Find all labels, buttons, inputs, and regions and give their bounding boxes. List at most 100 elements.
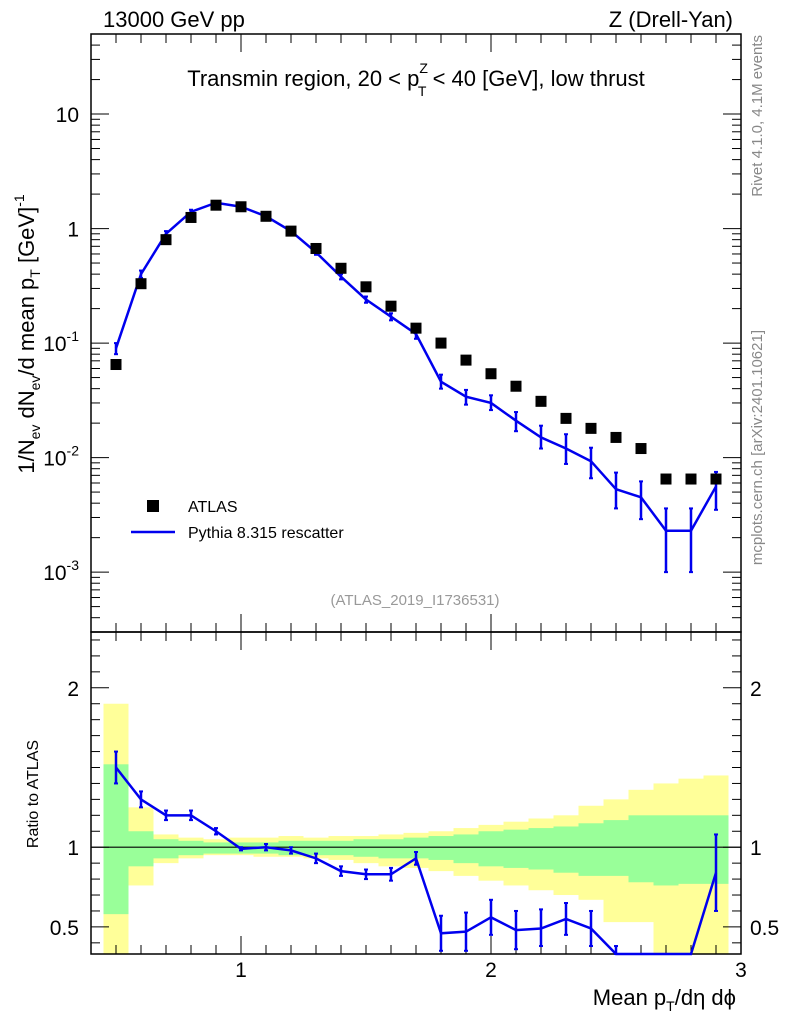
header-right: Z (Drell-Yan) bbox=[609, 7, 733, 32]
ratio-band-green bbox=[428, 836, 454, 860]
data-point bbox=[160, 234, 172, 246]
x-axis-label: Mean pT/dη dϕ bbox=[593, 985, 736, 1014]
legend-marker-atlas bbox=[147, 500, 159, 512]
mc-line bbox=[114, 201, 718, 532]
data-point bbox=[660, 473, 672, 485]
title-suffix: < 40 [GeV], low thrust bbox=[426, 66, 644, 91]
y-tick-exponent: -2 bbox=[67, 443, 80, 459]
ylabel-sub: T bbox=[27, 269, 43, 278]
ratio-tick-label-right: 2 bbox=[750, 678, 762, 701]
mcplots-credit-label: mcplots.cern.ch [arXiv:2401.10621] bbox=[749, 330, 766, 565]
ratio-tick-label-left: 2 bbox=[67, 678, 79, 701]
ratio-band-green bbox=[453, 834, 479, 864]
data-point bbox=[410, 322, 422, 334]
data-point bbox=[610, 431, 622, 443]
ylabel-part: [GeV] bbox=[14, 207, 39, 269]
ratio-band-green bbox=[353, 839, 379, 857]
data-point bbox=[710, 473, 722, 485]
ylabel-part: /d mean p bbox=[14, 278, 39, 376]
y-tick-exponent: -3 bbox=[67, 557, 80, 573]
y-tick-label: 10-1 bbox=[43, 328, 79, 356]
data-point bbox=[535, 395, 547, 407]
ylabel-sub: ev bbox=[27, 425, 43, 440]
data-point bbox=[185, 211, 197, 223]
data-point bbox=[260, 210, 272, 222]
ratio-band-green bbox=[553, 826, 579, 873]
data-point bbox=[435, 337, 447, 349]
data-point bbox=[360, 281, 372, 293]
y-tick-exponent: -1 bbox=[67, 328, 80, 344]
y-tick-base: 1 bbox=[67, 219, 79, 242]
ratio-band-green bbox=[603, 820, 629, 876]
ratio-series bbox=[114, 750, 718, 956]
ratio-tick-label-right: 1 bbox=[750, 837, 762, 860]
y-tick-base: 10 bbox=[43, 562, 66, 585]
ratio-bands-layer bbox=[91, 703, 741, 954]
y-tick-label: 1 bbox=[67, 219, 79, 242]
x-tick-label: 1 bbox=[235, 959, 247, 982]
data-point bbox=[560, 412, 572, 424]
data-point bbox=[285, 225, 297, 237]
title-sup: Z bbox=[419, 60, 428, 76]
ratio-y-label: Ratio to ATLAS bbox=[25, 740, 42, 848]
ratio-band-green bbox=[153, 839, 179, 859]
analysis-id: (ATLAS_2019_I1736531) bbox=[330, 592, 499, 609]
data-point bbox=[510, 380, 522, 392]
header-left: 13000 GeV pp bbox=[103, 7, 245, 32]
ylabel-sub: ev bbox=[27, 376, 43, 391]
ylabel-part: dN bbox=[14, 390, 39, 424]
y-tick-label: 10-2 bbox=[43, 443, 79, 471]
data-point bbox=[385, 300, 397, 312]
ratio-band-green bbox=[128, 831, 154, 867]
ratio-band-green bbox=[378, 839, 404, 859]
x-tick-label: 2 bbox=[485, 959, 497, 982]
y-tick-label: 10 bbox=[56, 104, 79, 127]
chart-title: Transmin region, 20 < pZ T < 40 [GeV], lo… bbox=[187, 60, 645, 99]
ratio-band-green bbox=[628, 815, 654, 883]
data-point bbox=[460, 354, 472, 366]
legend-label-atlas: ATLAS bbox=[188, 499, 238, 516]
title-prefix: Transmin region, 20 < p bbox=[187, 66, 419, 91]
data-point bbox=[210, 199, 222, 211]
ratio-band-green bbox=[103, 764, 129, 915]
ratio-band-green bbox=[203, 842, 229, 854]
y-tick-base: 10 bbox=[43, 448, 66, 471]
ylabel-part: 1/N bbox=[14, 439, 39, 473]
ratio-band-green bbox=[653, 815, 679, 886]
xlabel-part: /dη dϕ bbox=[675, 985, 736, 1010]
ratio-tick-label-right: 0.5 bbox=[750, 917, 779, 940]
y-tick-base: 10 bbox=[43, 333, 66, 356]
ratio-band-green bbox=[403, 837, 429, 859]
ratio-tick-label-left: 1 bbox=[67, 837, 79, 860]
rivet-version-label: Rivet 4.1.0, 4.1M events bbox=[749, 35, 766, 197]
data-point bbox=[485, 368, 497, 380]
y-tick-label: 10-3 bbox=[43, 557, 79, 585]
data-point bbox=[110, 359, 122, 371]
ratio-band-green bbox=[478, 831, 504, 867]
data-point bbox=[335, 262, 347, 274]
ratio-band-green bbox=[328, 840, 354, 856]
ratio-band-green bbox=[528, 828, 554, 870]
ratio-band-green bbox=[578, 823, 604, 876]
x-tick-label: 3 bbox=[735, 959, 747, 982]
ylabel-sup: -1 bbox=[11, 194, 27, 207]
legend-label-mc: Pythia 8.315 rescatter bbox=[188, 525, 344, 542]
title-sub: T bbox=[418, 83, 427, 99]
y-tick-base: 10 bbox=[56, 104, 79, 127]
y-axis-label: 1/Nev dNev/d mean pT [GeV]-1 bbox=[11, 194, 43, 474]
xlabel-part: Mean p bbox=[593, 985, 666, 1010]
ratio-tick-label-left: 0.5 bbox=[50, 917, 79, 940]
data-point bbox=[310, 242, 322, 254]
ratio-band-green bbox=[303, 840, 329, 856]
data-point bbox=[235, 201, 247, 213]
xlabel-sub: T bbox=[666, 998, 675, 1014]
ratio-band-green bbox=[178, 840, 204, 856]
ticks-layer bbox=[91, 33, 742, 954]
data-point bbox=[585, 422, 597, 434]
data-point bbox=[685, 473, 697, 485]
ratio-band-green bbox=[678, 815, 704, 884]
data-point bbox=[635, 443, 647, 455]
data-point bbox=[135, 278, 147, 290]
